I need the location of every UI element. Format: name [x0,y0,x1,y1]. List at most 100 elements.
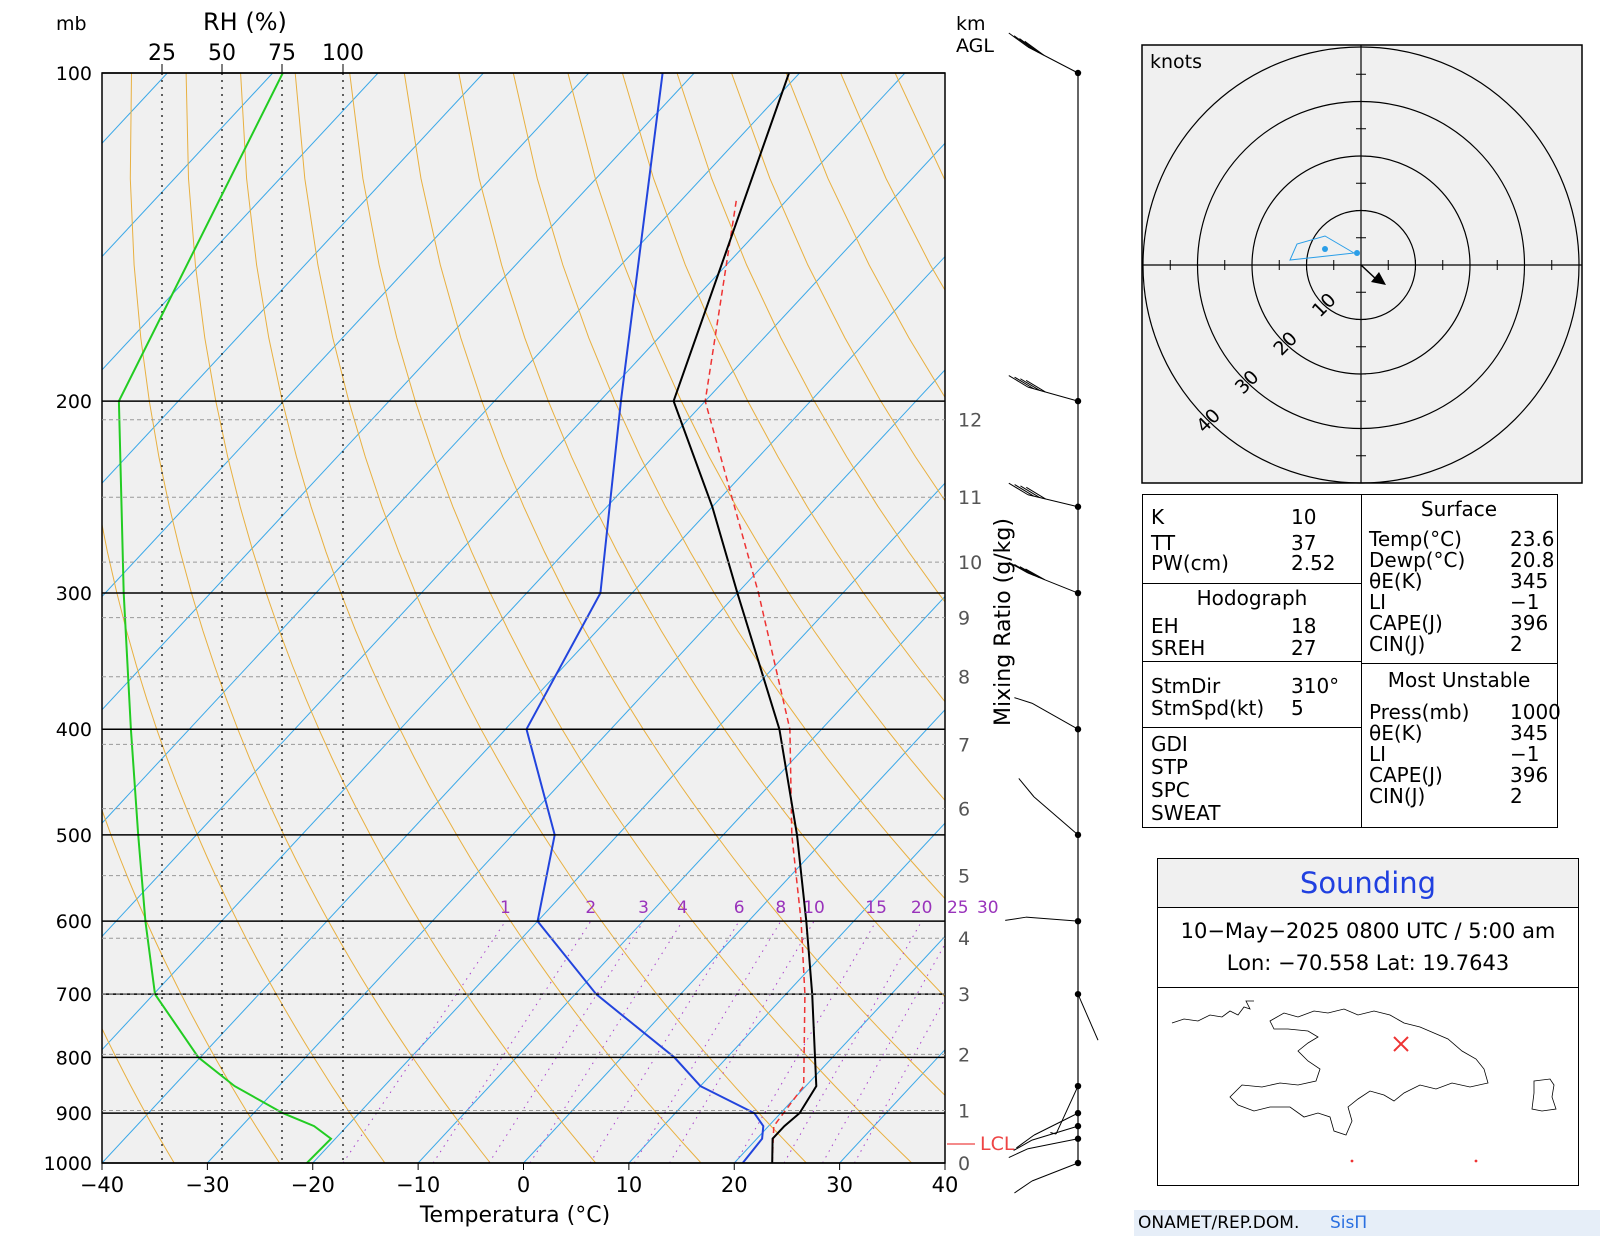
footer-system-logo: SisΠ [1330,1213,1368,1233]
surface-cin-value: 2 [1510,632,1523,656]
sounding-datetime: 10−May−2025 0800 UTC / 5:00 am [1180,919,1556,943]
dry-adiabat-line [129,73,491,1163]
mu-press-label: Press(mb) [1369,700,1470,724]
mixing-ratio-label: 6 [734,898,745,918]
mu-cape-value: 396 [1510,763,1549,787]
mixing-ratio-line [853,997,945,1163]
wind-barb-feather [1019,38,1039,53]
temperature-tick-label: 0 [517,1173,530,1197]
mixing-ratio-line [822,943,945,1163]
sweat-label: SWEAT [1151,801,1221,825]
sreh-value: 27 [1291,636,1317,660]
wind-barb-staff [1027,46,1079,74]
wind-barb-staff [1031,702,1079,730]
hodograph-section-title: Hodograph [1196,586,1308,610]
isotherm-line [102,73,590,598]
surface-cape-value: 396 [1510,611,1549,635]
pw-value: 2.52 [1291,551,1336,575]
pressure-tick-label: 100 [56,63,92,85]
temperature-tick-label: −40 [80,1173,124,1197]
mixing-ratio-line [735,920,877,1163]
isotherm-line [628,822,945,1163]
mixing-ratio-line [669,920,815,1163]
height-tick-label: 8 [958,667,970,689]
wind-barb-staff [1027,494,1079,508]
mixing-ratio-label: 10 [803,898,825,918]
temperature-tick-label: 10 [616,1173,643,1197]
pressure-tick-label: 600 [56,911,92,933]
rh-tick-25: 25 [148,41,176,66]
puerto-rico-coastline [1531,1078,1557,1112]
hodograph-point [1322,246,1328,252]
x-axis-title: Temperatura (°C) [419,1203,610,1228]
pw-label: PW(cm) [1151,551,1229,575]
rh-tick-75: 75 [268,41,296,66]
hodograph-frame [1141,44,1583,484]
isotherm-line [523,709,945,1163]
mu-cin-value: 2 [1510,784,1523,808]
isotherm-line [102,73,484,484]
surface-li-value: −1 [1510,590,1540,614]
wind-barb-staff [1025,916,1079,922]
wind-barb-feather [1005,916,1027,921]
mu-thetae-value: 345 [1510,721,1549,745]
k-index-value: 10 [1291,505,1317,529]
most-unstable-title: Most Unstable [1387,668,1531,692]
height-tick-label: 7 [958,734,970,756]
sreh-label: SREH [1151,636,1206,660]
mixing-ratio-line [783,920,923,1163]
pressure-tick-label: 300 [56,583,92,605]
island-marker-1 [1350,1159,1354,1163]
indices-right-column: Surface Temp(°C) 23.6 Dewp(°C) 20.8 θE(K) 3… [1361,495,1561,827]
mu-cin-label: CIN(J) [1369,784,1426,808]
pressure-tick-label: 800 [56,1047,92,1069]
height-tick-label: 5 [958,866,970,888]
wind-barb-feather [1014,1180,1033,1194]
surface-title: Surface [1420,497,1498,521]
eh-label: EH [1151,614,1179,638]
mixing-ratio-label: 8 [775,898,786,918]
footer-bar: ONAMET/REP.DOM. SisΠ [1134,1210,1600,1236]
wind-barb-feather [1013,35,1034,51]
wind-barb-feather [1008,375,1029,388]
mu-cape-label: CAPE(J) [1369,763,1443,787]
pressure-tick-label: 1000 [44,1153,92,1175]
dry-adiabat-line [102,1027,175,1163]
temperature-tick-label: −10 [396,1173,440,1197]
dry-adiabat-line [676,73,945,603]
temperature-tick-label: 40 [932,1173,959,1197]
height-tick-label: 11 [958,487,982,509]
indices-left-column: K 10 TT 37 PW(cm) 2.52 Hodograph EH 18 SREH 2… [1143,495,1362,827]
sounding-location: Lon: −70.558 Lat: 19.7643 [1226,951,1510,975]
surface-li-label: LI [1369,590,1387,614]
surface-thetae-label: θE(K) [1369,569,1423,593]
indices-panel: K 10 TT 37 PW(cm) 2.52 Hodograph EH 18 SREH 2… [1142,494,1561,828]
wind-barb-feather [1013,1139,1033,1151]
isotherm-line [102,73,274,258]
rh-tick-50: 50 [208,41,236,66]
dry-adiabat-line [102,521,386,1163]
hodograph-point [1354,250,1360,256]
gdi-label: GDI [1151,732,1188,756]
dry-adiabat-line [403,73,945,1096]
isotherm-line [0,73,62,1163]
wind-barb-feather [1014,564,1034,576]
storm-motion-arrow-icon [1371,272,1386,285]
mixing-ratio-line [432,920,592,1163]
k-index-label: K [1151,505,1165,529]
footer-organization: ONAMET/REP.DOM. [1138,1213,1300,1233]
dry-adiabat-line [458,73,945,998]
wind-barb-feather [1020,485,1040,498]
wind-barb-staff [1033,796,1079,836]
wind-barb-staff [1027,1138,1079,1150]
wind-barb-staff [1027,572,1079,594]
dry-adiabat-line [567,73,945,802]
hispaniola-coastline [1229,1008,1489,1136]
wind-barb-feather [1008,1148,1029,1158]
wind-barb-feather [1014,697,1033,704]
lcl-label: LCL [980,1133,1015,1155]
km-label: km [956,13,986,35]
dry-adiabat-line [512,73,945,900]
